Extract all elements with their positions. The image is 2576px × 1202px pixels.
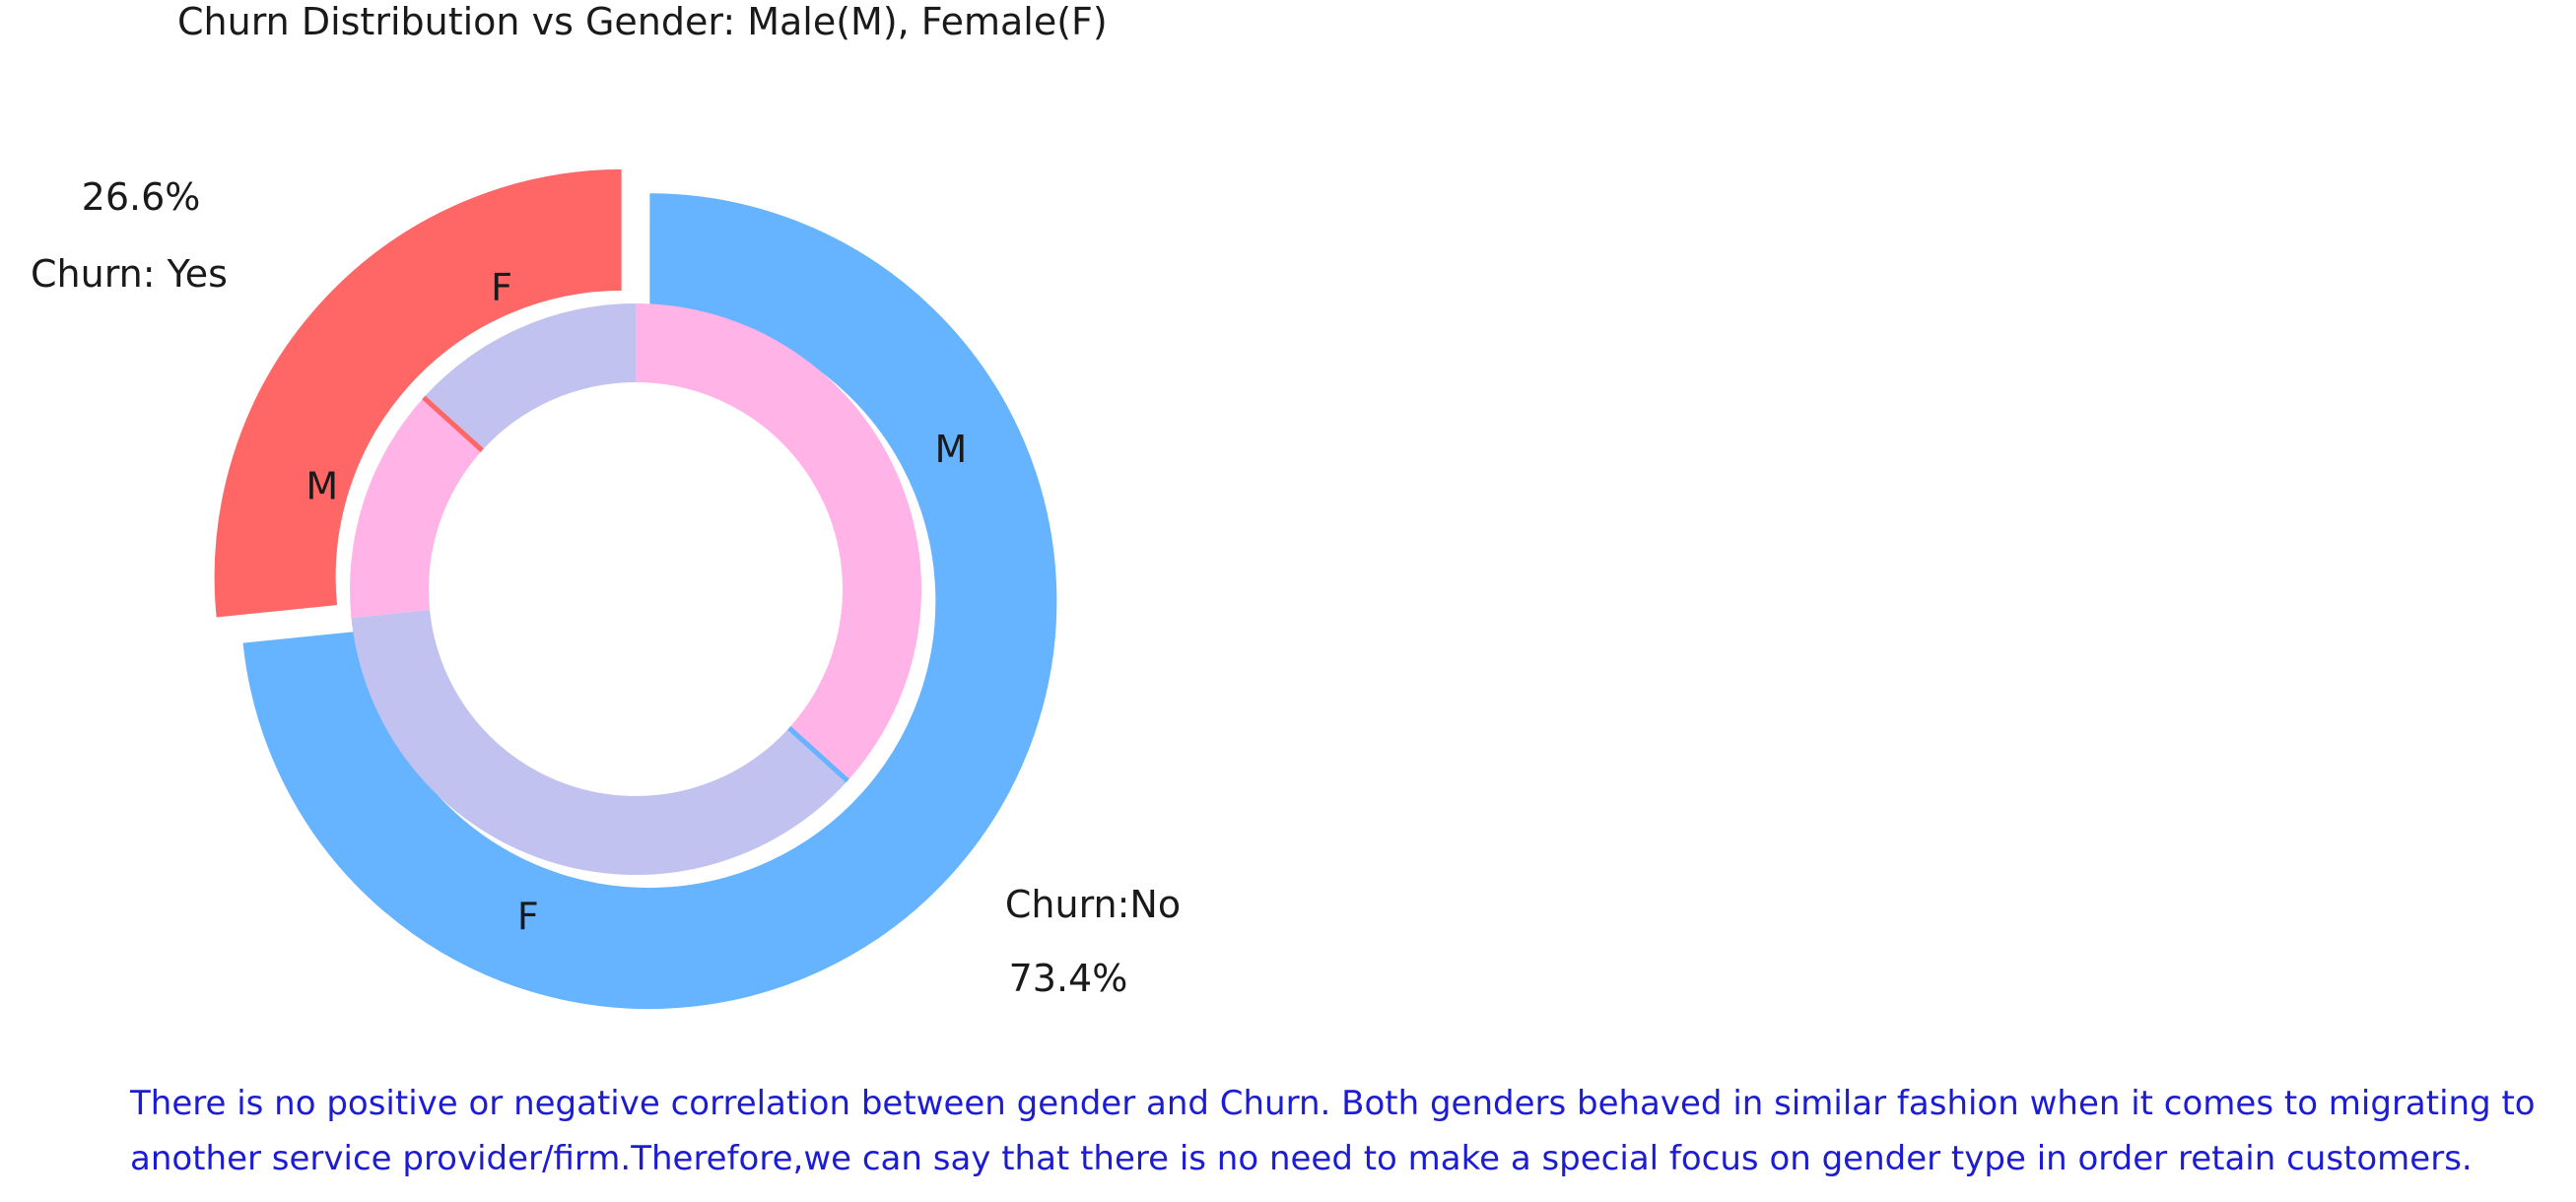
pct-label-churn-yes: 26.6%: [82, 175, 201, 219]
pct-label-churn-no: 73.4%: [1009, 957, 1128, 1000]
chart-title: Churn Distribution vs Gender: Male(M), F…: [177, 0, 1108, 43]
inner-separator: [422, 395, 484, 453]
inner-slice-m-1: [349, 397, 483, 619]
gender-label-m: M: [305, 464, 338, 507]
inner-slice-f-2: [351, 610, 848, 875]
inner-ring: [349, 303, 921, 875]
outer-label-churn-yes: Churn: Yes: [31, 252, 228, 296]
analysis-note: There is no positive or negative correla…: [130, 1084, 2536, 1178]
outer-slice-churn-yes: [212, 167, 624, 620]
gender-label-f: F: [517, 896, 539, 939]
outer-label-churn-no: Churn:No: [1005, 883, 1181, 926]
inner-separator: [787, 725, 849, 783]
outer-ring: [212, 167, 1059, 1012]
gender-label-m: M: [934, 428, 967, 471]
chart-labels: F M F M Churn: Yes 26.6% Churn:No 73.4%: [31, 175, 1181, 1000]
inner-slice-m-3: [636, 303, 921, 781]
nested-donut-chart: F M F M Churn: Yes 26.6% Churn:No 73.4%: [31, 167, 1181, 1012]
gender-label-f: F: [491, 266, 512, 309]
inner-slice-f-0: [423, 303, 636, 451]
outer-slice-churn-no: [240, 191, 1059, 1012]
